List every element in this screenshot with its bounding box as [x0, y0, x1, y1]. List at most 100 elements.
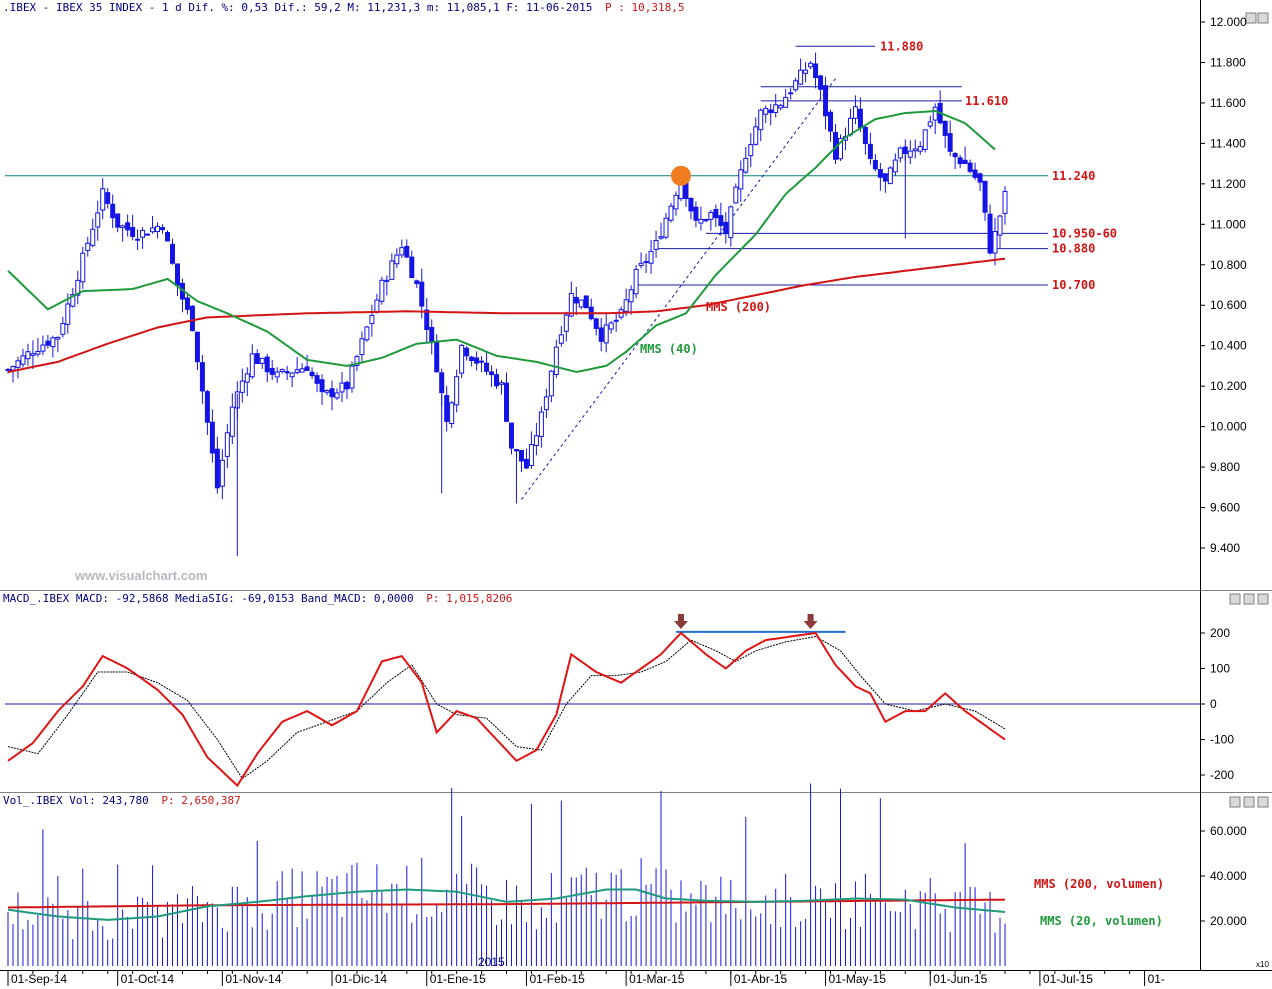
price-panel-buttons[interactable] — [1229, 12, 1269, 808]
candle-body — [254, 353, 260, 364]
candle-body — [194, 331, 200, 363]
candle-body — [638, 262, 644, 267]
candle-body — [80, 252, 86, 283]
candle-body — [628, 289, 634, 303]
candle-body — [912, 148, 918, 152]
vol-maximize-button[interactable] — [1243, 796, 1255, 808]
candle-body — [15, 360, 21, 368]
candle-body — [768, 109, 774, 114]
watermark: www.visualchart.com — [74, 568, 207, 583]
macd-header-p: P: 1,015,8206 — [426, 592, 512, 605]
level-label: 10.950-60 — [1052, 226, 1117, 240]
candle-body — [229, 406, 235, 437]
candle-body — [593, 318, 599, 329]
candle-body — [837, 137, 843, 160]
candle-body — [434, 342, 440, 373]
candle-body — [977, 173, 983, 183]
x-tick-label: 01-Jun-15 — [933, 972, 987, 986]
candle-body — [204, 391, 210, 423]
candle-body — [55, 336, 61, 340]
axes: 12.000 11.800 11.600 11.400 11.200 11.000 10.8… — [7, 15, 1247, 986]
level-label: 11.610 — [965, 94, 1008, 108]
price-y-tick: 12.000 — [1210, 15, 1247, 29]
candle-body — [972, 169, 978, 178]
candle-body — [359, 338, 365, 356]
vol-close-button[interactable] — [1257, 796, 1269, 808]
macd-panel — [5, 614, 1200, 788]
candle-body — [454, 376, 460, 406]
candle-body — [70, 293, 76, 307]
candle-body — [140, 229, 146, 238]
candle-body — [523, 458, 529, 469]
candle-body — [518, 449, 524, 462]
candle-body — [489, 371, 495, 376]
candle-body — [578, 299, 584, 308]
x-tick-label: 01-Dic-14 — [335, 972, 387, 986]
candle-body — [284, 371, 290, 374]
candle-body — [583, 295, 589, 309]
candle-body — [723, 221, 729, 235]
candle-body — [743, 157, 749, 173]
level-label: 10.880 — [1052, 242, 1095, 256]
maximize-button[interactable] — [1257, 12, 1269, 24]
candle-body — [688, 197, 694, 212]
candle-body — [389, 260, 395, 280]
candle-body — [239, 380, 245, 393]
price-y-tick: 11.200 — [1210, 177, 1246, 191]
candle-body — [528, 444, 534, 467]
candle-body — [135, 238, 141, 241]
candle-body — [244, 373, 250, 383]
candle-body — [917, 146, 923, 152]
candle-body — [444, 395, 450, 422]
candle-body — [942, 120, 948, 136]
candle-body — [25, 351, 31, 360]
price-y-tick: 10.000 — [1210, 420, 1247, 434]
candle-body — [40, 344, 46, 352]
candle-body — [85, 242, 91, 251]
candle-body — [962, 159, 968, 164]
price-y-tick: 11.600 — [1210, 96, 1246, 110]
level-label: 11.880 — [880, 39, 923, 53]
candle-body — [174, 263, 180, 286]
x-tick-label: 01-Abr-15 — [734, 972, 788, 986]
candle-body — [90, 228, 96, 246]
macd-maximize-button[interactable] — [1243, 593, 1255, 605]
price-header-p: P : 10,318,5 — [605, 1, 684, 14]
price-y-tick: 10.600 — [1210, 298, 1247, 312]
candle-body — [324, 390, 330, 393]
candle-body — [967, 162, 973, 172]
price-header-text: .IBEX - IBEX 35 INDEX - 1 d Dif. %: 0,53… — [3, 1, 592, 14]
candle-body — [513, 449, 519, 452]
candle-body — [334, 392, 340, 399]
candle-body — [533, 435, 539, 446]
volume-panel — [7, 783, 1006, 966]
vol-header-text: Vol_.IBEX Vol: 243,780 — [3, 794, 149, 807]
candle-body — [753, 126, 759, 145]
ma40-label: MMS (40) — [640, 342, 698, 356]
candle-body — [35, 351, 41, 355]
candle-body — [145, 233, 151, 236]
candle-body — [294, 369, 300, 374]
candle-body — [299, 368, 305, 373]
candle-body — [658, 236, 664, 239]
minimize-button[interactable] — [1245, 12, 1257, 24]
candle-body — [857, 108, 863, 129]
candle-body — [887, 167, 893, 185]
price-y-tick: 11.400 — [1210, 136, 1246, 150]
candle-body — [170, 243, 176, 264]
candle-body — [184, 297, 190, 310]
candle-body — [703, 218, 709, 222]
price-y-tick: 10.200 — [1210, 379, 1247, 393]
price-y-tick: 10.800 — [1210, 258, 1247, 272]
macd-minimize-button[interactable] — [1229, 593, 1241, 605]
candle-body — [394, 254, 400, 265]
candle-body — [424, 309, 430, 331]
macd-close-button[interactable] — [1257, 593, 1269, 605]
candle-body — [314, 375, 320, 384]
macd-header: MACD_.IBEX MACD: -92,5868 MediaSIG: -69,… — [3, 592, 512, 605]
candle-body — [105, 192, 111, 204]
candle-body — [867, 143, 873, 159]
vol-y-tick: 60.000 — [1210, 824, 1247, 838]
vol-minimize-button[interactable] — [1229, 796, 1241, 808]
price-y-tick: 9.400 — [1210, 541, 1240, 555]
